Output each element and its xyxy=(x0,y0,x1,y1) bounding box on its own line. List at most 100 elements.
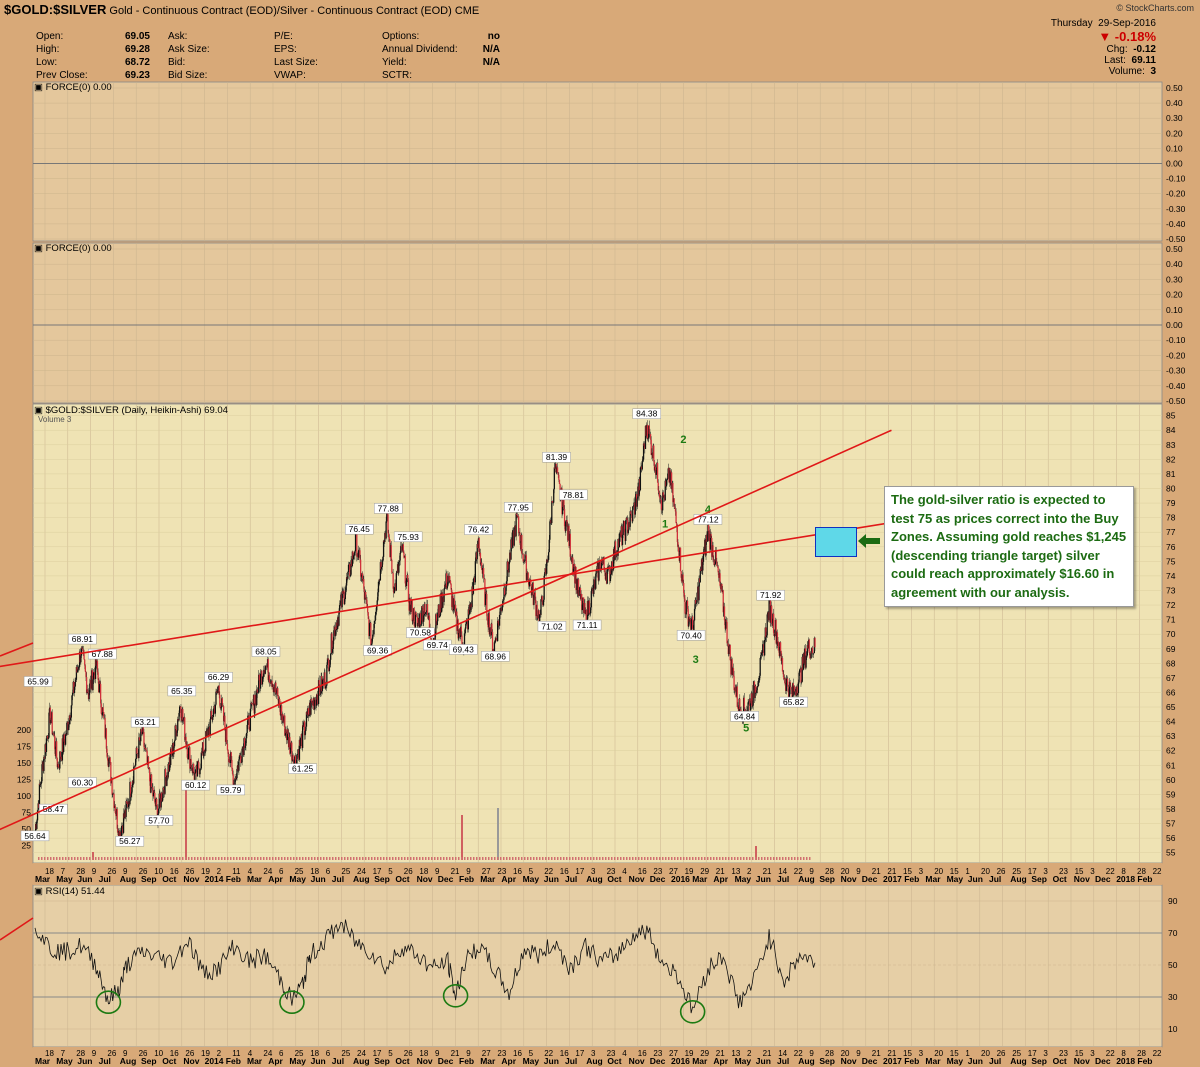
volume-bar xyxy=(539,857,541,860)
volume-bar xyxy=(155,857,157,860)
xaxis-top-day: 26 xyxy=(107,867,116,876)
force1-tick: -0.30 xyxy=(1166,204,1186,214)
volume-bar xyxy=(428,857,430,860)
rsi-tick: 10 xyxy=(1168,1024,1178,1034)
volume-bar xyxy=(500,857,502,860)
price-tick: 82 xyxy=(1166,454,1176,464)
volume-bar xyxy=(725,857,727,860)
volume-bar xyxy=(293,857,295,860)
price-data-label: 65.82 xyxy=(779,696,808,708)
x-axis-band-2 xyxy=(33,1047,1162,1067)
xaxis-top-month: Jun xyxy=(77,874,92,884)
volume-bar xyxy=(140,857,142,860)
xaxis-top-day: 27 xyxy=(482,867,491,876)
xaxis-top-month: Jun xyxy=(968,874,983,884)
force2-tick: -0.30 xyxy=(1166,366,1186,376)
price-data-label: 60.12 xyxy=(181,779,210,791)
xaxis-top-day: 18 xyxy=(310,867,319,876)
volume-bar xyxy=(203,857,205,860)
label-box xyxy=(130,716,160,728)
price-data-label: 56.64 xyxy=(20,830,50,842)
quote-grid: Open: 69.05 High: 69.28 Low: 68.72 Prev Close:… xyxy=(36,30,518,82)
volume-bar xyxy=(218,857,220,860)
force2-tick: -0.40 xyxy=(1166,381,1186,391)
volume-bar xyxy=(326,857,328,860)
exchange: CME xyxy=(454,5,480,17)
volume-bar xyxy=(221,857,223,860)
xaxis-bottom-day: 20 xyxy=(981,1049,990,1058)
xaxis-top-day: 15 xyxy=(950,867,959,876)
xaxis-top-day: 14 xyxy=(778,867,787,876)
volume-value: 3 xyxy=(1150,66,1156,77)
volume-bar xyxy=(383,857,385,860)
quote-label: Low: xyxy=(36,57,58,68)
xaxis-bottom-day: 21 xyxy=(872,1049,881,1058)
xaxis-bottom-month: Jul xyxy=(332,1056,344,1066)
volume-bar xyxy=(113,857,115,860)
rsi-circle xyxy=(95,990,122,1015)
xaxis-bottom-month: Jul xyxy=(777,1056,789,1066)
xaxis-top-month: Oct xyxy=(162,874,176,884)
xaxis-top-month: Dec xyxy=(862,874,878,884)
volume-bar xyxy=(590,857,592,860)
xaxis-top-month: Sep xyxy=(819,874,835,884)
xaxis-top-day: 1 xyxy=(965,867,970,876)
volume-bar xyxy=(404,857,406,860)
xaxis-top-month: Nov xyxy=(841,874,857,884)
price-data-label: 76.42 xyxy=(464,524,493,535)
volume-bar xyxy=(797,857,799,860)
price-tick: 85 xyxy=(1166,411,1176,421)
price-tick: 72 xyxy=(1166,600,1176,610)
xaxis-bottom-month: Dec xyxy=(438,1056,454,1066)
xaxis-bottom-day: 15 xyxy=(950,1049,959,1058)
price-tick: 81 xyxy=(1166,469,1176,479)
label-box xyxy=(572,619,602,631)
xaxis-bottom-month: Feb xyxy=(904,1056,919,1066)
volume-bar xyxy=(356,857,358,860)
force2-panel xyxy=(32,242,1163,404)
volume-bar xyxy=(59,857,61,860)
xaxis-top-day: 29 xyxy=(700,867,709,876)
xaxis-top-day: 11 xyxy=(232,867,241,876)
xaxis-bottom-month: Mar xyxy=(480,1056,496,1066)
volume-bar xyxy=(185,790,187,860)
volume-bar xyxy=(758,857,760,860)
xaxis-top-month: Aug xyxy=(586,874,603,884)
volume-bar xyxy=(431,857,433,860)
xaxis-top-month: Nov xyxy=(183,874,199,884)
xaxis-bottom-month: May xyxy=(947,1056,964,1066)
label-box xyxy=(393,531,423,543)
quote-day: Thursday xyxy=(1050,18,1093,29)
xaxis-bottom-day: 9 xyxy=(466,1049,471,1058)
volume-bar xyxy=(560,857,562,860)
chg-value: -0.12 xyxy=(1133,44,1156,55)
volume-bar xyxy=(161,857,163,860)
xaxis-bottom-day: 5 xyxy=(529,1049,534,1058)
xaxis-bottom-day: 23 xyxy=(607,1049,616,1058)
volume-bar xyxy=(263,857,265,860)
quote-col-4: Options: no Annual Dividend: N/A Yield: N/A SC… xyxy=(382,30,518,82)
xaxis-bottom-month: Jun xyxy=(544,1056,559,1066)
price-data-label: 69.43 xyxy=(448,644,478,655)
xaxis-bottom-month: 2018 xyxy=(1116,1056,1135,1066)
volume-bar xyxy=(92,852,94,860)
xaxis-bottom-month: Oct xyxy=(1053,1056,1067,1066)
label-text: 65.35 xyxy=(171,686,193,696)
volume-bar xyxy=(338,857,340,860)
xaxis-bottom-month: 2016 xyxy=(671,1056,690,1066)
xaxis-bottom-day: 17 xyxy=(373,1049,382,1058)
xaxis-top-month: Mar xyxy=(247,874,263,884)
xaxis-top-day: 16 xyxy=(170,867,179,876)
price-tick: 69 xyxy=(1166,644,1176,654)
volume-bar xyxy=(506,857,508,860)
xaxis-top-day: 28 xyxy=(76,867,85,876)
volume-bar xyxy=(689,857,691,860)
volume-bar xyxy=(671,857,673,860)
xaxis-bottom-month: Jun xyxy=(311,1056,326,1066)
xaxis-top-day: 3 xyxy=(919,867,924,876)
xaxis-bottom-day: 18 xyxy=(419,1049,428,1058)
xaxis-top-day: 19 xyxy=(201,867,210,876)
label-text: 57.70 xyxy=(148,815,170,825)
xaxis-top-day: 16 xyxy=(560,867,569,876)
volume-bar xyxy=(296,857,298,860)
